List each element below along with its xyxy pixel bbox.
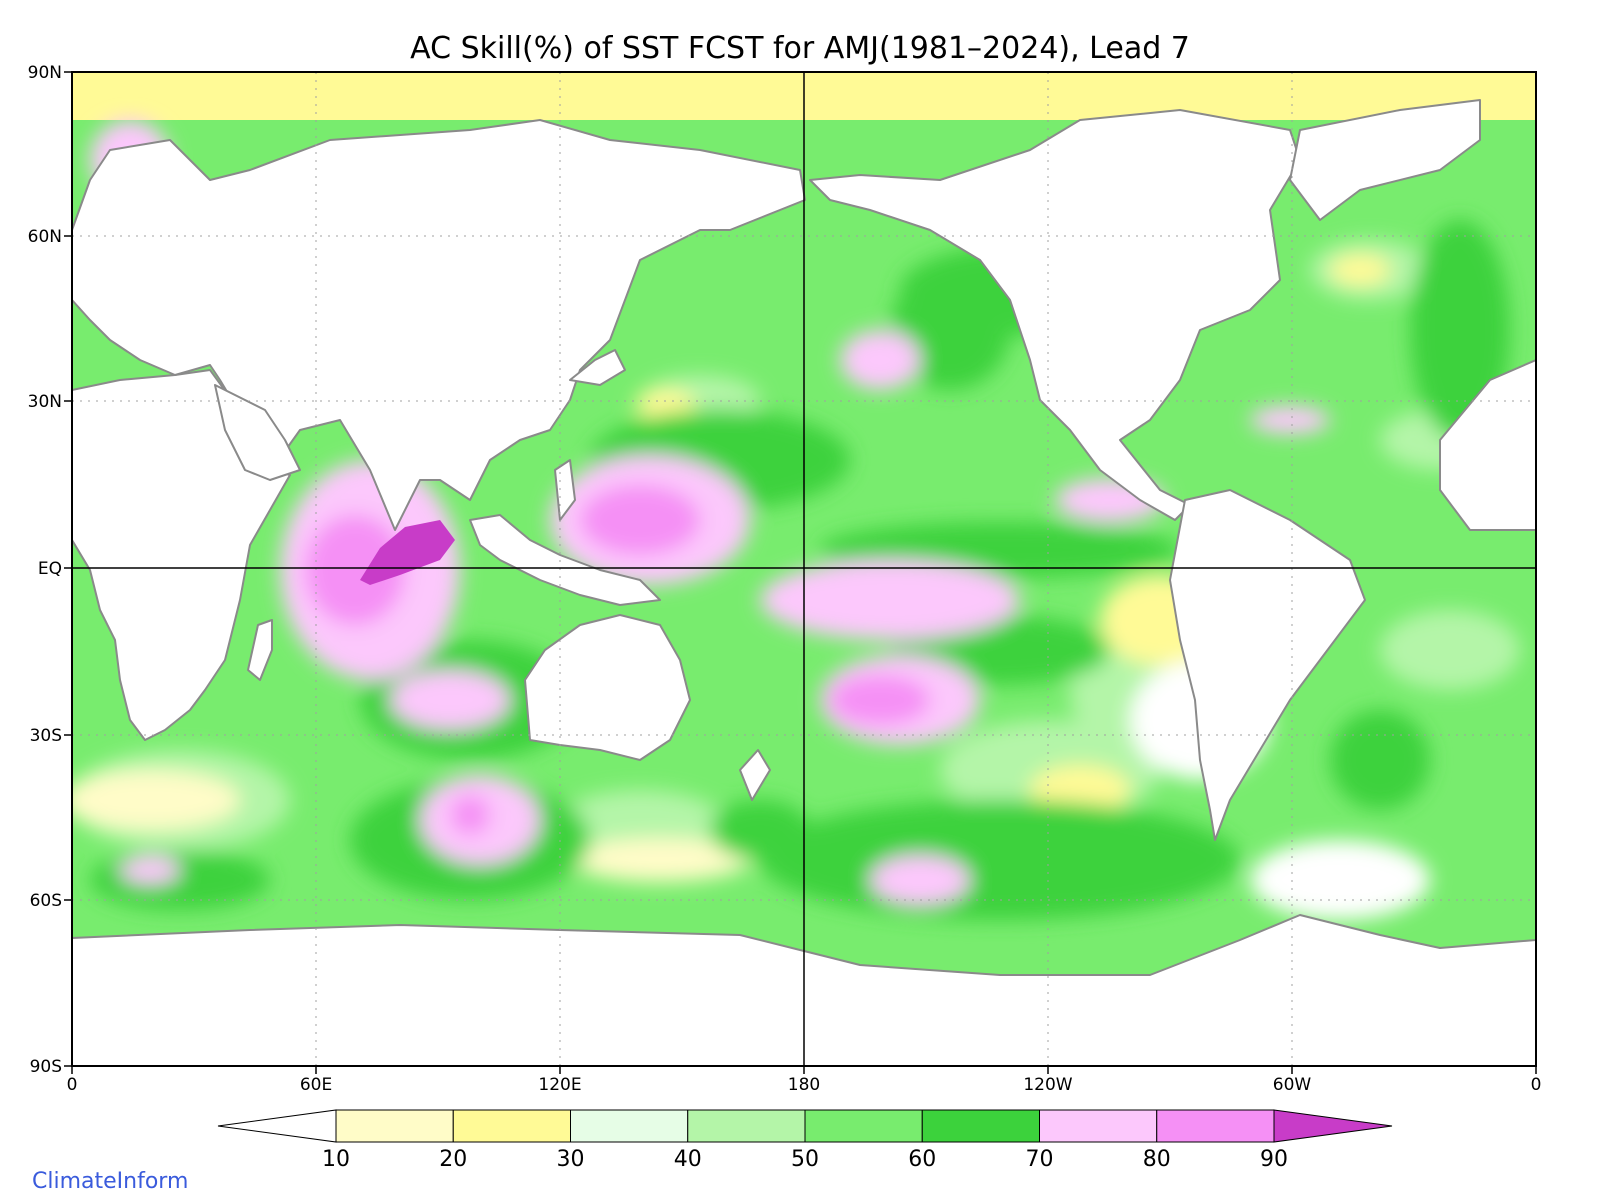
madagascar-land: [247, 619, 273, 681]
y-tick-label: 60N: [28, 227, 62, 247]
colorbar-swatch: [1156, 1109, 1275, 1143]
y-tick-label: 60S: [30, 891, 62, 911]
land-masses: [72, 99, 1536, 1066]
y-tick-label: 30S: [30, 726, 62, 746]
skill-region: [710, 800, 810, 860]
skill-region: [570, 838, 750, 882]
colorbar-tick-label: 20: [439, 1147, 467, 1172]
skill-region: [450, 795, 490, 835]
new-zealand-land: [739, 749, 771, 801]
north-america-land: [809, 109, 1301, 521]
y-tick-label: 30N: [28, 392, 62, 412]
skill-region: [120, 856, 180, 884]
skill-region: [305, 515, 405, 625]
graticule: [72, 72, 1536, 1066]
colorbar: 10 20 30 40 50 60 70 80 90: [217, 1109, 1393, 1172]
colorbar-swatch: [687, 1109, 806, 1143]
philippines-japan-islands: [554, 349, 626, 521]
skill-region: [580, 485, 700, 555]
colorbar-extend-high: [1273, 1109, 1393, 1143]
x-tick-label: 60W: [1273, 1075, 1312, 1095]
southeast-asia-islands: [469, 514, 661, 606]
skill-region: [870, 855, 970, 905]
colorbar-tick-label: 90: [1260, 1147, 1288, 1172]
skill-region: [760, 560, 1020, 640]
colorbar-swatch: [1039, 1109, 1158, 1143]
x-tick-label: 120W: [1023, 1075, 1072, 1095]
skill-region: [840, 330, 920, 390]
y-tick-label: 90N: [28, 63, 62, 83]
credit-text: ClimateInform: [32, 1169, 188, 1194]
skill-region: [1250, 840, 1430, 920]
arabia-land: [214, 384, 301, 481]
colorbar-swatch: [335, 1109, 454, 1143]
colorbar-swatch: [570, 1109, 689, 1143]
colorbar-tick-label: 70: [1026, 1147, 1054, 1172]
x-tick-label: 0: [1531, 1075, 1542, 1095]
skill-region: [830, 675, 930, 725]
colorbar-tick-label: 30: [557, 1147, 585, 1172]
y-axis-ticks: [64, 71, 72, 1067]
x-axis: 0 60E 120E 180 120W 60W 0: [67, 1075, 1542, 1095]
colorbar-tick-label: 10: [322, 1147, 350, 1172]
colorbar-swatch: [921, 1109, 1040, 1143]
colorbar-swatch: [804, 1109, 923, 1143]
greenland-land: [1289, 99, 1481, 221]
colorbar-tick-label: 50: [791, 1147, 819, 1172]
colorbar-tick-label: 40: [674, 1147, 702, 1172]
chart-title: AC Skill(%) of SST FCST for AMJ(1981–202…: [410, 31, 1190, 66]
south-america-land: [1169, 489, 1366, 841]
skill-region: [1330, 710, 1430, 810]
colorbar-extend-low: [217, 1109, 337, 1143]
y-axis: 90N 60N 30N EQ 30S 60S 90S: [28, 63, 62, 1077]
y-tick-label: EQ: [38, 559, 62, 579]
colorbar-boxes: [217, 1109, 1393, 1143]
colorbar-labels: 10 20 30 40 50 60 70 80 90: [322, 1147, 1288, 1172]
x-axis-ticks: [71, 1066, 1537, 1074]
skill-region: [1330, 254, 1390, 286]
skill-region: [390, 670, 510, 730]
x-tick-label: 120E: [538, 1075, 581, 1095]
skill-region: [1250, 406, 1330, 434]
colorbar-swatch: [452, 1109, 571, 1143]
y-tick-label: 90S: [30, 1057, 62, 1077]
map-area: [72, 72, 1536, 1066]
colorbar-tick-label: 60: [908, 1147, 936, 1172]
colorbar-tick-label: 80: [1143, 1147, 1171, 1172]
skill-region: [1380, 610, 1520, 690]
skill-region: [90, 850, 270, 910]
skill-region: [72, 770, 240, 830]
west-africa-right-land: [1439, 359, 1536, 531]
x-tick-label: 180: [788, 1075, 820, 1095]
x-tick-label: 0: [67, 1075, 78, 1095]
x-tick-label: 60E: [300, 1075, 332, 1095]
skill-region: [760, 800, 1240, 920]
